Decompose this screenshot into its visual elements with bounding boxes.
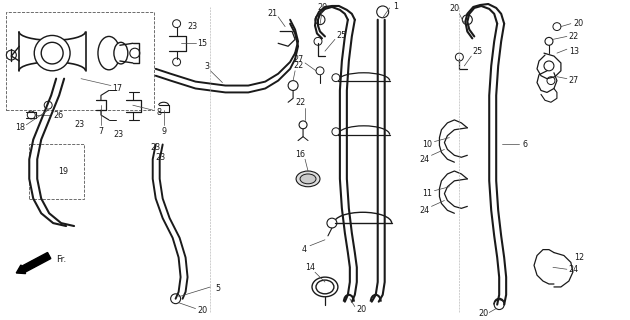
Circle shape (494, 300, 504, 309)
Text: 22: 22 (569, 32, 579, 41)
Text: 23: 23 (188, 22, 198, 31)
Ellipse shape (114, 42, 128, 64)
Text: 19: 19 (58, 166, 68, 175)
Text: 25: 25 (337, 31, 347, 40)
Text: 20: 20 (449, 4, 459, 13)
Circle shape (545, 37, 553, 45)
Text: 20: 20 (317, 4, 327, 12)
Text: 23: 23 (74, 120, 84, 129)
Text: 18: 18 (15, 123, 25, 132)
Circle shape (173, 58, 181, 66)
Text: 4: 4 (302, 245, 307, 254)
Circle shape (6, 50, 16, 60)
Text: 5: 5 (216, 284, 221, 293)
Circle shape (34, 36, 70, 71)
Bar (6, 12, 154, 110)
Text: 26: 26 (53, 110, 63, 120)
Text: 6: 6 (522, 140, 527, 149)
Text: 15: 15 (197, 39, 207, 48)
Text: 25: 25 (472, 47, 483, 56)
Circle shape (27, 111, 35, 119)
Circle shape (171, 294, 181, 304)
Circle shape (544, 61, 554, 71)
Text: 27: 27 (569, 76, 579, 85)
Circle shape (41, 42, 63, 64)
Circle shape (455, 53, 463, 61)
Circle shape (130, 48, 140, 58)
Text: 12: 12 (574, 253, 584, 262)
Circle shape (547, 77, 555, 84)
Bar (29, 145, 84, 198)
Circle shape (316, 67, 324, 75)
Text: 21: 21 (267, 9, 277, 18)
Circle shape (299, 121, 307, 129)
Ellipse shape (300, 174, 316, 184)
Circle shape (173, 20, 181, 28)
Circle shape (332, 74, 340, 82)
Circle shape (377, 6, 389, 18)
Ellipse shape (312, 277, 338, 297)
Text: 7: 7 (98, 127, 103, 136)
Text: 20: 20 (357, 305, 367, 314)
Text: 14: 14 (305, 263, 315, 272)
Text: 23: 23 (156, 153, 166, 162)
Text: Fr.: Fr. (56, 255, 66, 264)
Ellipse shape (316, 280, 334, 294)
Text: 9: 9 (161, 127, 166, 136)
Text: 1: 1 (393, 3, 398, 12)
Text: 20: 20 (574, 19, 584, 28)
Text: 22: 22 (293, 61, 303, 70)
Text: 24: 24 (420, 206, 430, 215)
Ellipse shape (296, 171, 320, 187)
Text: 16: 16 (295, 150, 305, 159)
FancyArrow shape (16, 252, 51, 274)
Text: 24: 24 (420, 155, 430, 164)
Ellipse shape (98, 36, 120, 70)
Text: 23: 23 (114, 130, 124, 139)
Circle shape (327, 218, 337, 228)
Text: 3: 3 (204, 62, 209, 71)
Circle shape (553, 23, 561, 30)
Text: 23: 23 (151, 143, 161, 152)
Circle shape (314, 37, 322, 45)
Circle shape (44, 101, 52, 109)
Text: 8: 8 (156, 108, 161, 116)
Text: 10: 10 (423, 140, 433, 149)
Text: 27: 27 (293, 54, 303, 64)
Text: 24: 24 (569, 265, 579, 274)
Text: 13: 13 (569, 47, 579, 56)
Circle shape (315, 15, 325, 25)
Text: 11: 11 (423, 189, 433, 198)
Text: 22: 22 (295, 98, 305, 107)
Circle shape (462, 15, 472, 25)
Text: 20: 20 (197, 306, 207, 315)
Circle shape (288, 81, 298, 91)
Text: 20: 20 (478, 309, 488, 318)
Text: 17: 17 (112, 84, 122, 93)
Circle shape (332, 128, 340, 136)
